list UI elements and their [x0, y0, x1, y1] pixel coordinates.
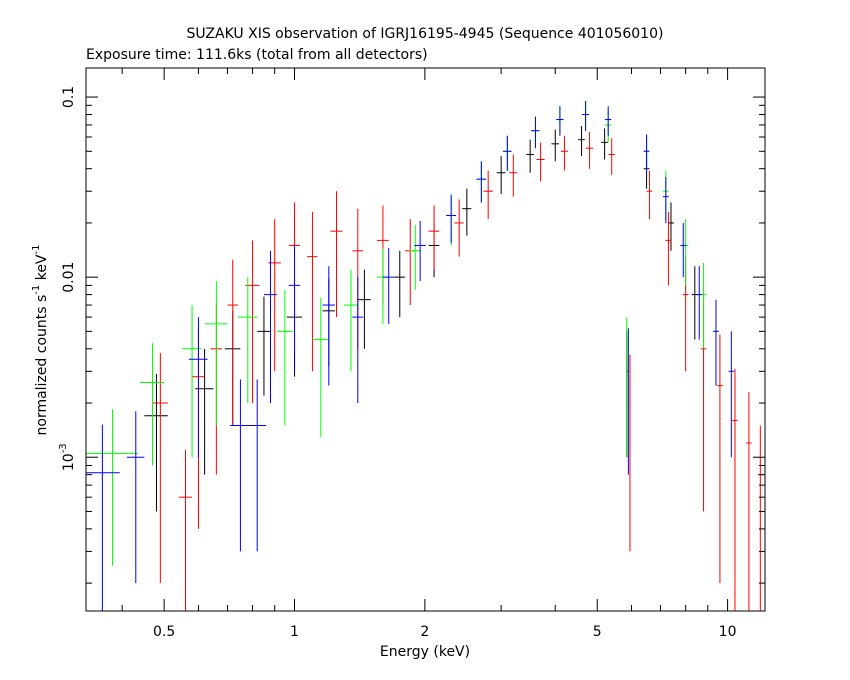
data-point — [204, 281, 228, 426]
plot-frame — [85, 67, 766, 612]
data-point — [352, 277, 364, 404]
data-point — [227, 259, 238, 426]
data-point — [414, 221, 426, 282]
y-tick-label-base: 10 — [61, 453, 77, 471]
data-point — [526, 139, 534, 173]
y-tick-label-base: 0.01 — [61, 262, 77, 293]
data-point — [696, 266, 703, 340]
y-axis-label-sup1: -1 — [31, 285, 42, 295]
data-point — [746, 392, 752, 611]
y-axis-ticks — [86, 96, 765, 584]
data-point — [629, 354, 631, 552]
data-point — [409, 224, 422, 290]
data-point — [237, 277, 258, 404]
chart-title: SUZAKU XIS observation of IGRJ16195-4945… — [187, 26, 664, 42]
y-axis-label: normalized counts s-1 keV-1 — [31, 245, 50, 436]
data-point — [496, 156, 506, 194]
y-tick-label-exponent: -3 — [58, 443, 69, 453]
data-point — [728, 331, 735, 458]
data-point — [126, 411, 145, 584]
data-point — [152, 352, 168, 584]
x-tick-label: 5 — [593, 624, 602, 640]
data-point — [462, 188, 472, 236]
data-point — [476, 161, 487, 203]
y-tick-label: 10-3 — [58, 443, 77, 471]
data-point — [601, 128, 608, 160]
data-point — [608, 138, 615, 175]
data-point — [531, 116, 540, 149]
data-point — [604, 106, 612, 136]
data-point — [578, 126, 585, 157]
data-point — [732, 368, 738, 611]
data-point — [86, 409, 138, 566]
x-tick-label: 2 — [420, 624, 429, 640]
data-point — [288, 245, 301, 372]
data-point — [357, 269, 371, 349]
x-axis-tick-labels: 0.5 1 2 5 10 — [153, 624, 736, 640]
y-tick-label: 0.1 — [61, 86, 77, 108]
x-axis-ticks — [121, 68, 729, 611]
data-point — [646, 170, 653, 220]
data-point — [188, 317, 208, 458]
series-3 — [86, 101, 735, 611]
y-axis-label-mid: keV — [34, 254, 50, 285]
data-point — [627, 328, 629, 475]
data-point — [536, 142, 545, 182]
data-point — [428, 205, 440, 270]
data-point — [276, 289, 293, 426]
data-point — [556, 106, 564, 136]
data-point — [257, 296, 271, 396]
data-point — [717, 334, 723, 584]
data-point — [581, 101, 590, 131]
data-point — [643, 134, 650, 173]
y-tick-label: 0.01 — [61, 262, 77, 293]
data-point — [307, 212, 318, 372]
y-axis-label-main: normalized counts s — [34, 295, 50, 436]
x-tick-label: 0.5 — [153, 624, 175, 640]
data-point — [667, 202, 674, 251]
data-point — [585, 131, 594, 169]
data-point — [483, 170, 493, 220]
data-point — [247, 379, 267, 552]
data-point — [626, 317, 628, 458]
data-point — [330, 191, 343, 318]
data-point — [312, 297, 329, 437]
y-axis-tick-labels: 10-3 0.01 0.1 — [58, 86, 77, 471]
data-point — [560, 135, 568, 171]
x-tick-label: 10 — [719, 624, 737, 640]
y-tick-label-base: 0.1 — [61, 86, 77, 108]
data-point — [178, 449, 193, 611]
y-axis-label-sup2: -1 — [31, 245, 42, 255]
series-1 — [152, 131, 763, 611]
data-point — [86, 424, 120, 611]
data-point — [446, 195, 457, 243]
data-point — [322, 266, 335, 386]
data-point — [343, 269, 358, 372]
data-point — [713, 299, 719, 386]
data-point — [551, 129, 559, 162]
data-point — [665, 212, 672, 286]
data-point — [394, 250, 406, 318]
series-layer — [86, 101, 763, 611]
data-point — [503, 135, 512, 171]
data-point — [263, 250, 277, 404]
x-tick-label: 1 — [290, 624, 299, 640]
data-point — [144, 373, 168, 512]
data-point — [230, 379, 251, 552]
x-axis-label: Energy (keV) — [380, 644, 470, 660]
data-point — [662, 176, 669, 223]
data-point — [454, 199, 464, 257]
chart-subtitle: Exposure time: 111.6ks (total from all d… — [86, 47, 428, 63]
data-point — [509, 154, 518, 197]
data-point — [140, 343, 165, 466]
data-point — [680, 222, 687, 278]
data-point — [382, 248, 395, 324]
